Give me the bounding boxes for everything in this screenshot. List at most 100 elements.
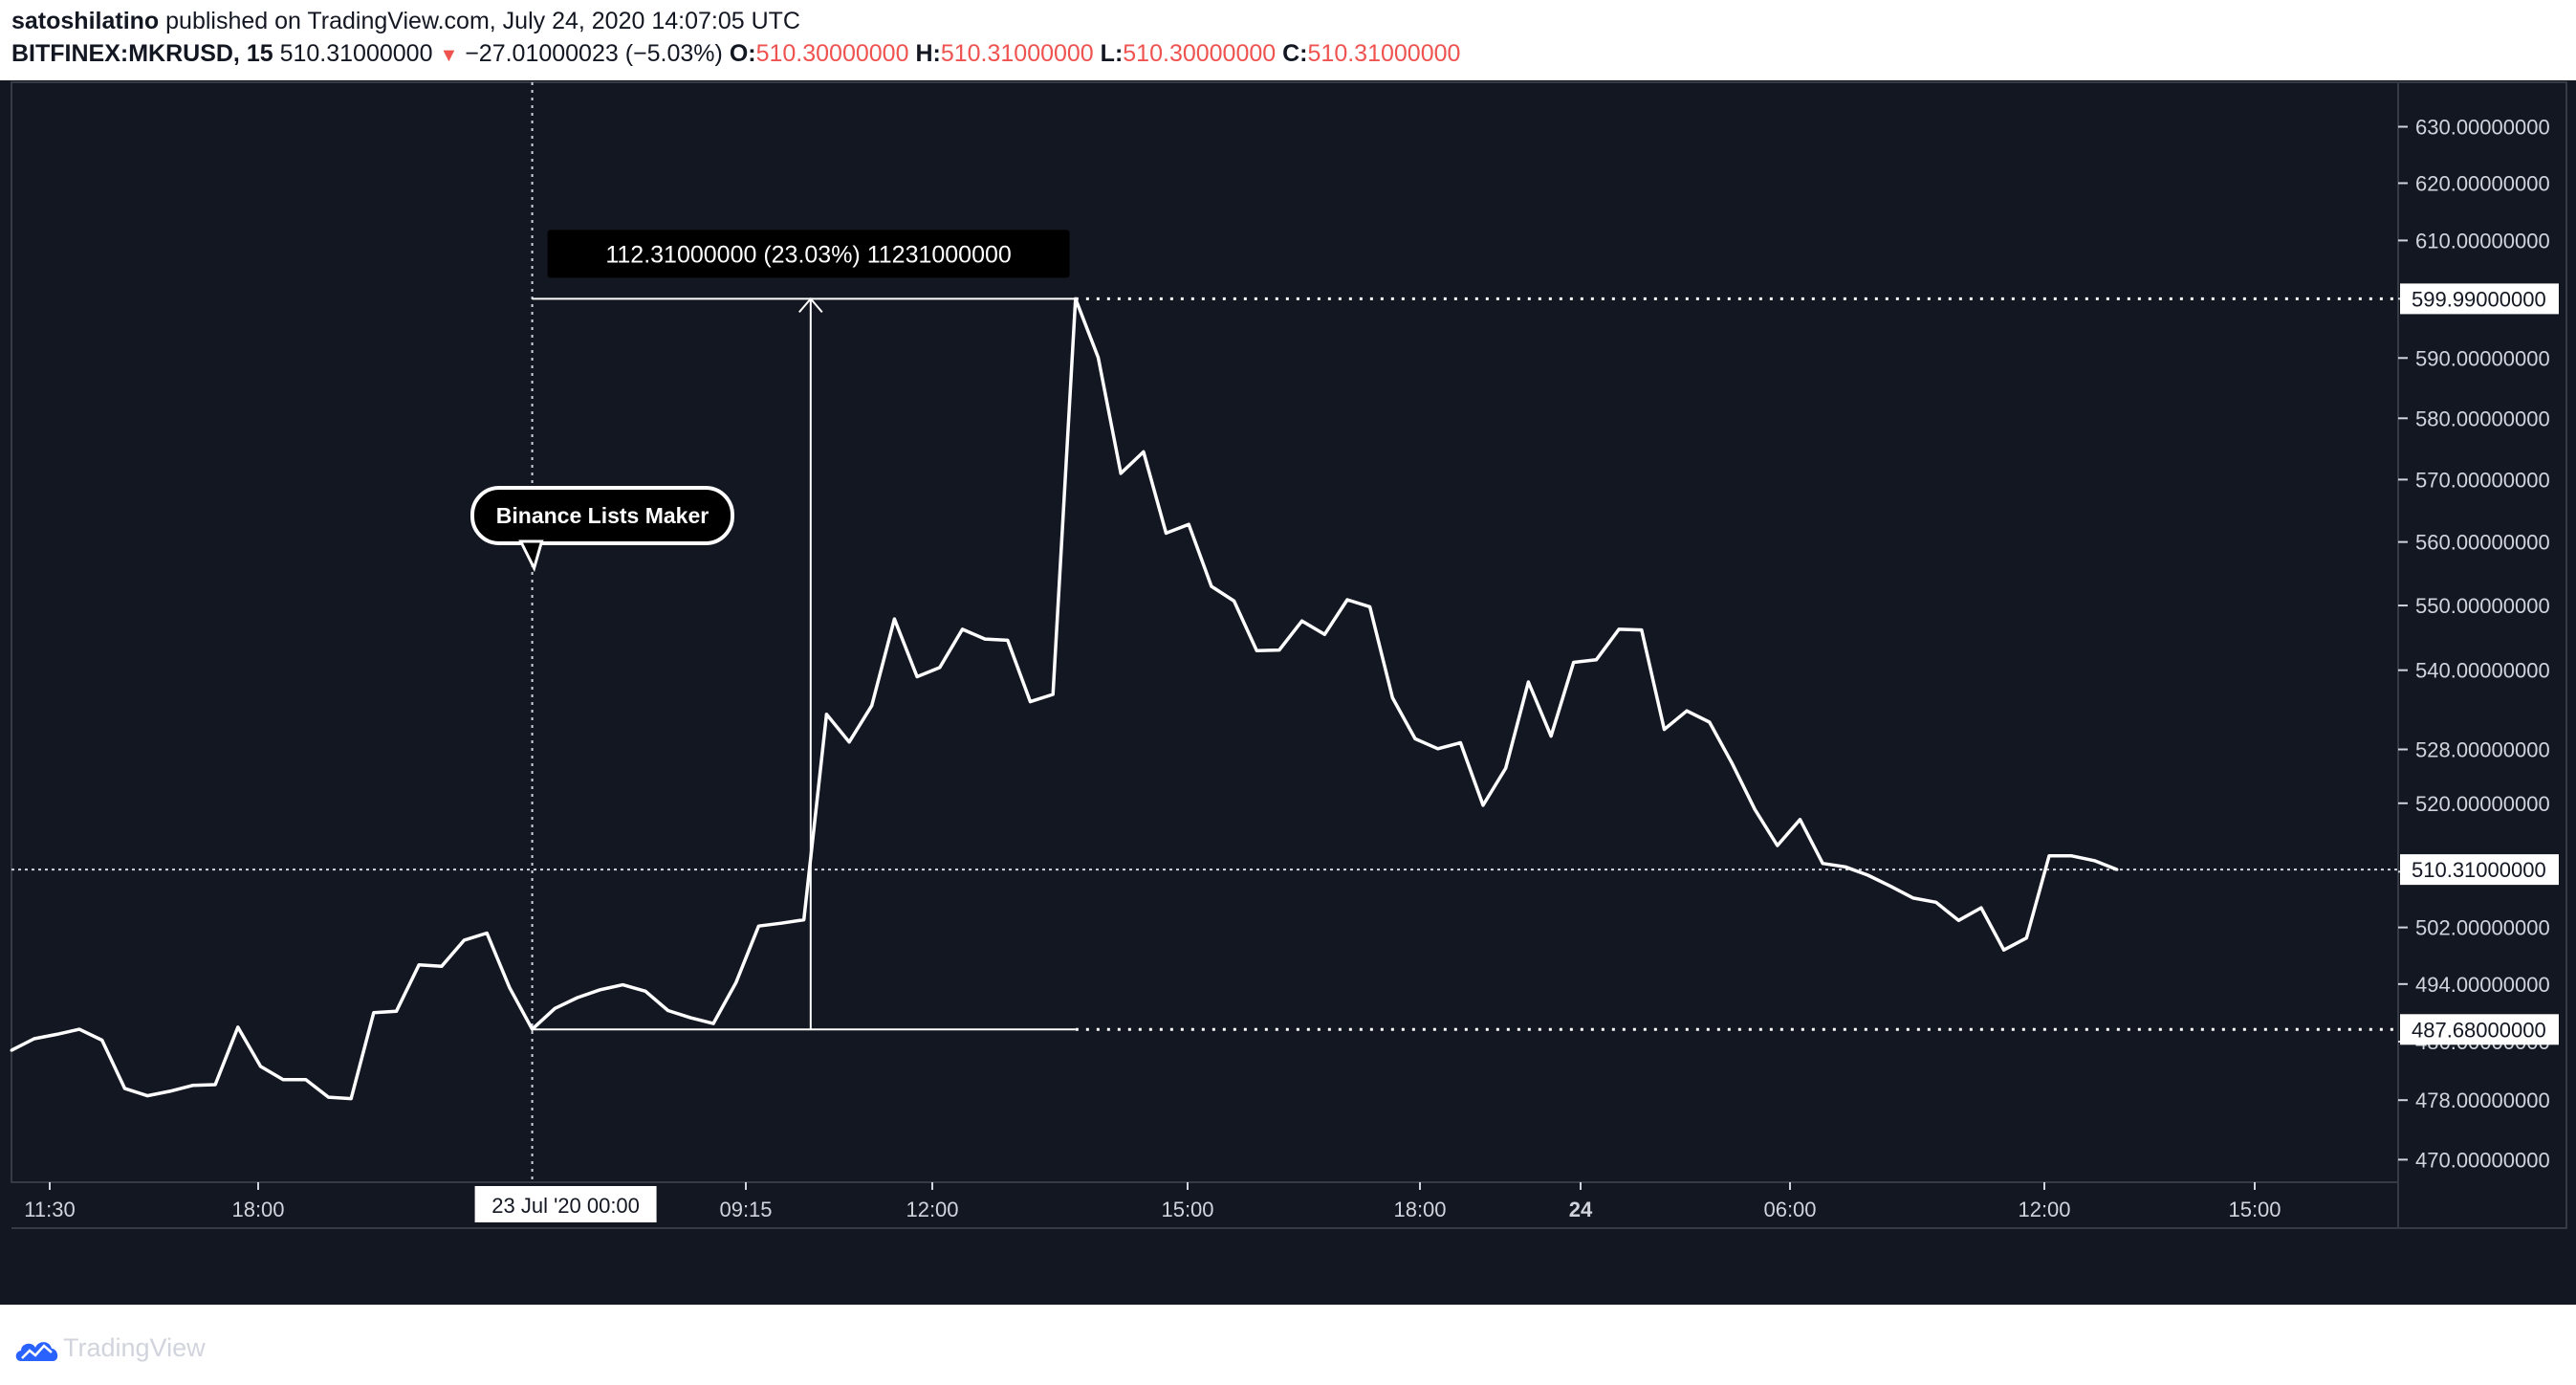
y-tick-label: 470.00000000 bbox=[2415, 1148, 2550, 1172]
high-value: 510.31000000 bbox=[940, 40, 1094, 67]
x-tick-label: 15:00 bbox=[1161, 1198, 1213, 1221]
high-price-tag: 599.99000000 bbox=[2412, 287, 2546, 311]
x-tick-label: 18:00 bbox=[1393, 1198, 1446, 1221]
data-point bbox=[1799, 818, 1801, 822]
data-point bbox=[1617, 627, 1621, 631]
data-point bbox=[576, 996, 579, 1000]
callout-tail bbox=[518, 539, 544, 573]
y-tick-label: 520.00000000 bbox=[2415, 792, 2550, 816]
x-tick-label: 12:00 bbox=[2018, 1198, 2070, 1221]
data-point bbox=[1187, 522, 1190, 526]
data-point bbox=[463, 938, 466, 942]
low-value: 510.30000000 bbox=[1123, 40, 1277, 67]
open-value: 510.30000000 bbox=[755, 40, 909, 67]
x-tick-label: 12:00 bbox=[906, 1198, 958, 1221]
low-price-tag: 487.68000000 bbox=[2412, 1018, 2546, 1042]
tradingview-cloud-icon bbox=[15, 1342, 58, 1361]
price-line bbox=[11, 297, 2118, 1101]
data-point bbox=[33, 1037, 36, 1041]
callout-text: Binance Lists Maker bbox=[496, 503, 709, 528]
measure-arrow-head bbox=[798, 297, 823, 314]
price-chart[interactable]: 470.00000000478.00000000486.00000000494.… bbox=[0, 80, 2576, 1305]
price-change: −27.01000023 (−5.03%) bbox=[465, 40, 723, 67]
data-point bbox=[327, 1095, 330, 1099]
data-point bbox=[1233, 599, 1236, 603]
data-point bbox=[756, 924, 760, 928]
data-point bbox=[666, 1009, 670, 1012]
data-point bbox=[1956, 918, 1960, 922]
y-tick-label: 528.00000000 bbox=[2415, 738, 2550, 762]
data-point bbox=[644, 989, 647, 993]
price-axis-border bbox=[2397, 81, 2567, 1229]
low-price-tag-box bbox=[2400, 1014, 2559, 1045]
x-tick-label: 09:15 bbox=[719, 1198, 772, 1221]
data-point bbox=[1436, 747, 1440, 751]
crosshair-time-label: 23 Jul '20 00:00 bbox=[491, 1194, 640, 1218]
data-point bbox=[1390, 696, 1394, 699]
data-point bbox=[1708, 720, 1712, 724]
data-point bbox=[802, 918, 806, 922]
y-tick-label: 620.00000000 bbox=[2415, 171, 2550, 195]
data-point bbox=[553, 1006, 557, 1010]
y-tick-label: 610.00000000 bbox=[2415, 229, 2550, 253]
x-tick-label: 18:00 bbox=[231, 1198, 284, 1221]
data-point bbox=[1821, 862, 1824, 866]
y-tick-label: 630.00000000 bbox=[2415, 116, 2550, 140]
footer: TradingView bbox=[0, 1314, 2576, 1385]
data-point bbox=[734, 980, 738, 984]
data-point bbox=[1776, 844, 1779, 847]
data-point bbox=[10, 1048, 13, 1052]
x-tick-label: 06:00 bbox=[1763, 1198, 1816, 1221]
data-point bbox=[1051, 692, 1055, 696]
tradingview-brand[interactable]: TradingView bbox=[63, 1333, 206, 1362]
data-point bbox=[1504, 766, 1508, 770]
data-point bbox=[1640, 628, 1644, 632]
data-point bbox=[440, 964, 444, 968]
data-point bbox=[1685, 709, 1689, 713]
data-point bbox=[190, 1084, 194, 1088]
data-point bbox=[2070, 854, 2074, 858]
data-point bbox=[372, 1011, 376, 1015]
data-point bbox=[55, 1032, 58, 1036]
data-point bbox=[1074, 297, 1078, 300]
data-point bbox=[779, 921, 783, 925]
crosshair-time-box bbox=[474, 1186, 657, 1222]
data-point bbox=[1277, 649, 1281, 652]
data-point bbox=[1526, 680, 1530, 684]
measure-label: 112.31000000 (23.03%) 11231000000 bbox=[605, 241, 1011, 268]
data-point bbox=[621, 983, 624, 987]
measure-label-box bbox=[547, 230, 1070, 278]
high-price-tag-box bbox=[2400, 283, 2559, 315]
data-point bbox=[892, 617, 896, 621]
data-point bbox=[1594, 658, 1598, 662]
data-point bbox=[599, 988, 602, 992]
data-point bbox=[1888, 885, 1892, 889]
data-point bbox=[236, 1025, 240, 1029]
data-point bbox=[1368, 605, 1372, 608]
y-tick-label: 580.00000000 bbox=[2415, 407, 2550, 430]
data-point bbox=[1006, 638, 1010, 642]
close-label: C: bbox=[1282, 40, 1308, 67]
data-point bbox=[1844, 865, 1847, 868]
ohlc-line: BITFINEX:MKRUSD, 15 510.31000000 ▼ −27.0… bbox=[11, 40, 1460, 68]
data-point bbox=[1345, 598, 1349, 602]
y-tick-label: 560.00000000 bbox=[2415, 531, 2550, 555]
data-point bbox=[1934, 900, 1938, 904]
author-name[interactable]: satoshilatino bbox=[11, 8, 160, 34]
data-point bbox=[1458, 741, 1462, 744]
y-tick-label: 494.00000000 bbox=[2415, 973, 2550, 997]
y-tick-label: 502.00000000 bbox=[2415, 916, 2550, 940]
open-label: O: bbox=[729, 40, 756, 67]
data-point bbox=[1119, 472, 1123, 475]
data-point bbox=[1029, 700, 1032, 704]
data-point bbox=[485, 932, 489, 934]
data-point bbox=[417, 963, 421, 967]
data-point bbox=[1753, 807, 1757, 811]
low-label: L: bbox=[1100, 40, 1124, 67]
data-point bbox=[304, 1078, 308, 1082]
chart-frame: 470.00000000478.00000000486.00000000494.… bbox=[0, 80, 2576, 1362]
data-point bbox=[1255, 649, 1258, 652]
y-tick-label: 570.00000000 bbox=[2415, 468, 2550, 492]
data-point bbox=[1572, 661, 1576, 664]
y-tick-label: 478.00000000 bbox=[2415, 1088, 2550, 1112]
